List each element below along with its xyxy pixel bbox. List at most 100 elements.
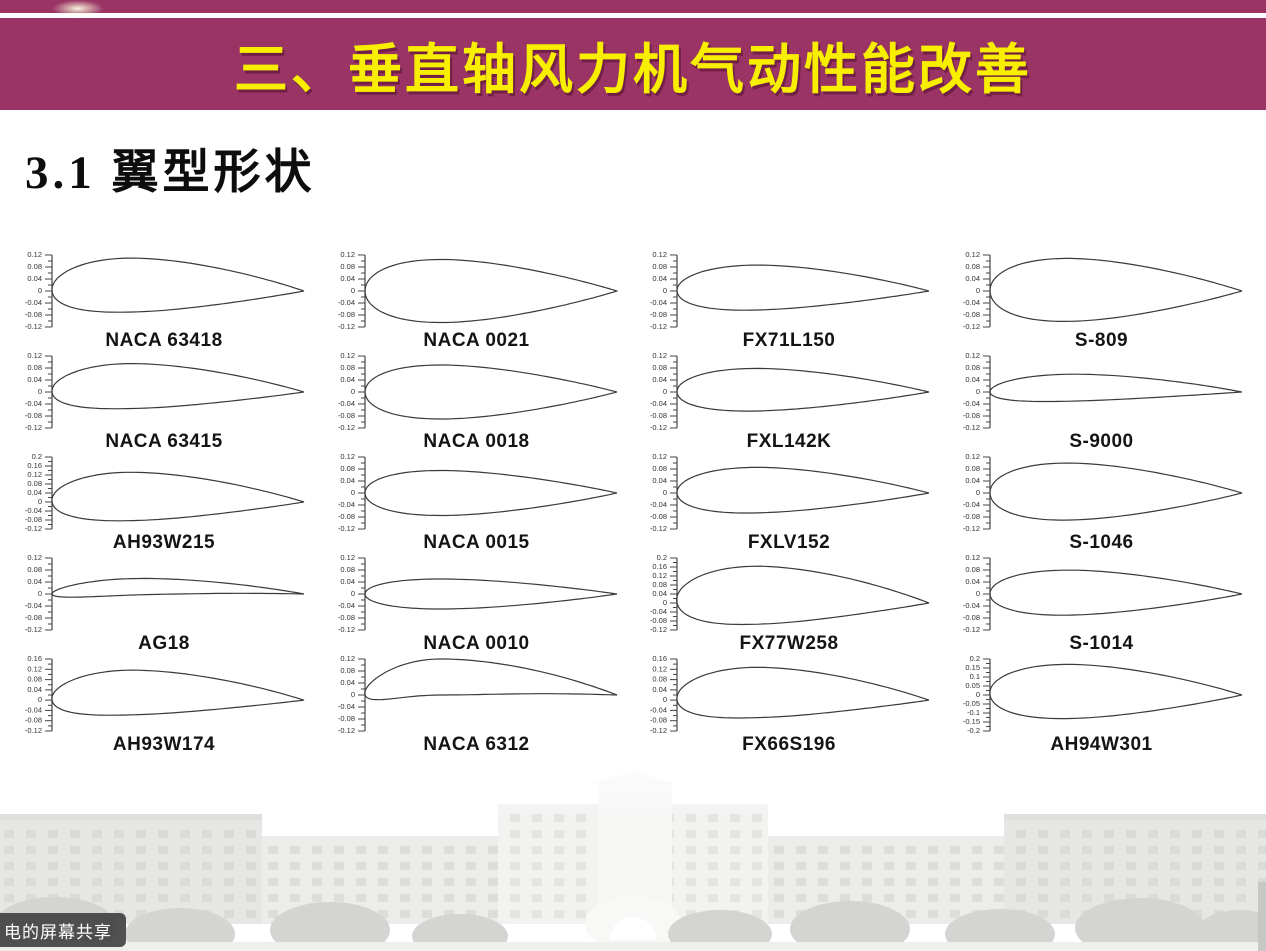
svg-text:0.04: 0.04 — [27, 685, 42, 694]
svg-text:0.04: 0.04 — [965, 577, 980, 586]
svg-text:0.08: 0.08 — [340, 363, 355, 372]
svg-text:-0.12: -0.12 — [337, 625, 354, 634]
svg-text:0.12: 0.12 — [27, 555, 42, 562]
svg-text:0.08: 0.08 — [652, 363, 667, 372]
svg-text:-0.12: -0.12 — [25, 423, 42, 432]
airfoil-outline — [51, 257, 305, 313]
svg-text:-0.08: -0.08 — [962, 613, 979, 622]
airfoil-label: FXL142K — [746, 431, 832, 452]
svg-text:-0.12: -0.12 — [962, 524, 979, 533]
svg-text:0.08: 0.08 — [965, 464, 980, 473]
svg-text:0.08: 0.08 — [965, 565, 980, 574]
svg-text:-0.04: -0.04 — [337, 500, 354, 509]
airfoil-outline — [676, 565, 930, 626]
airfoil-cell: 0.12 0.08 0.04 0 -0.04 -0.08 -0.12 FX71L150 — [635, 252, 943, 353]
svg-text:-0.08: -0.08 — [650, 716, 667, 725]
svg-text:-0.04: -0.04 — [962, 399, 979, 408]
svg-text:-0.12: -0.12 — [337, 322, 354, 331]
airfoil-cell: 0.12 0.08 0.04 0 -0.04 -0.08 -0.12 AG18 — [10, 555, 318, 656]
svg-text:0.12: 0.12 — [27, 664, 42, 673]
airfoil-outline — [988, 373, 1242, 403]
svg-text:0: 0 — [350, 488, 354, 497]
svg-text:0.16: 0.16 — [652, 656, 667, 663]
svg-text:0.2: 0.2 — [657, 555, 667, 562]
svg-text:0.08: 0.08 — [27, 262, 42, 271]
svg-text:-0.04: -0.04 — [337, 399, 354, 408]
svg-text:0: 0 — [663, 695, 667, 704]
slide-title: 三、垂直轴风力机气动性能改善 — [234, 39, 1032, 100]
airfoil-label: NACA 0015 — [423, 532, 530, 553]
svg-text:0.04: 0.04 — [652, 375, 667, 384]
airfoil-label: AG18 — [138, 633, 190, 654]
airfoil-plot: 0.160.12 0.080.040-0.04 -0.08-0.12 — [25, 656, 305, 735]
airfoil-plot: 0.12 0.08 0.04 0 -0.04 -0.08 -0.12 — [650, 353, 930, 432]
airfoil-outline — [51, 471, 305, 522]
screen-share-indicator[interactable]: 电的屏幕共享 — [0, 913, 126, 947]
svg-text:0: 0 — [38, 286, 42, 295]
svg-text:0.04: 0.04 — [27, 577, 42, 586]
svg-text:0.12: 0.12 — [652, 353, 667, 360]
airfoil-label: NACA 0018 — [423, 431, 530, 452]
svg-text:0.08: 0.08 — [27, 565, 42, 574]
svg-text:0.12: 0.12 — [340, 353, 355, 360]
svg-text:0.12: 0.12 — [965, 353, 980, 360]
airfoil-cell: 0.12 0.08 0.04 0 -0.04 -0.08 -0.12 NACA 63418 — [10, 252, 318, 353]
svg-text:0.04: 0.04 — [965, 274, 980, 283]
svg-text:-0.12: -0.12 — [962, 322, 979, 331]
svg-text:0.08: 0.08 — [652, 262, 667, 271]
svg-text:-0.08: -0.08 — [337, 411, 354, 420]
svg-text:-0.12: -0.12 — [337, 524, 354, 533]
svg-text:0.2: 0.2 — [969, 656, 979, 663]
airfoil-outline — [363, 578, 617, 610]
svg-text:0.08: 0.08 — [965, 363, 980, 372]
svg-text:0.08: 0.08 — [27, 363, 42, 372]
airfoil-plot: 0.12 0.08 0.04 0 -0.04 -0.08 -0.12 — [962, 454, 1242, 533]
svg-text:-0.08: -0.08 — [650, 512, 667, 521]
svg-text:0: 0 — [38, 695, 42, 704]
svg-text:0.08: 0.08 — [965, 262, 980, 271]
airfoil-label: S-1046 — [1069, 532, 1134, 553]
airfoil-plot: 0.12 0.08 0.04 0 -0.04 -0.08 -0.12 — [25, 555, 304, 634]
svg-text:0: 0 — [38, 497, 42, 506]
svg-text:0.12: 0.12 — [340, 454, 355, 461]
airfoil-cell: 0.12 0.08 0.04 0 -0.04 -0.08 -0.12 S-1046 — [948, 454, 1256, 555]
airfoil-label: AH93W174 — [112, 734, 216, 755]
airfoil-cell: 0.12 0.08 0.04 0 -0.04 -0.08 -0.12 NACA 0010 — [323, 555, 631, 656]
airfoil-cell: 0.16 0.12 0.08 0.04 0 -0.04 -0.08 -0.12 AH93W174 — [10, 656, 318, 757]
svg-text:-0.08: -0.08 — [650, 411, 667, 420]
airfoil-cell: 0.2 0.16 0.12 0.08 0.04 0 -0.04 -0.08 -0.12 AH93W… — [10, 454, 318, 555]
svg-text:0.12: 0.12 — [340, 656, 355, 663]
svg-text:-0.08: -0.08 — [650, 616, 667, 625]
airfoil-plot: 0.12 0.08 0.04 0 -0.04 -0.08 -0.12 — [337, 252, 618, 331]
airfoil-cell: 0.16 0.12 0.08 0.04 0 -0.04 -0.08 -0.12 FX66S196 — [635, 656, 943, 757]
airfoil-outline — [988, 569, 1242, 616]
svg-text:0.04: 0.04 — [965, 476, 980, 485]
svg-text:0.12: 0.12 — [27, 470, 42, 479]
svg-text:0.04: 0.04 — [965, 375, 980, 384]
airfoil-cell: 0.12 0.08 0.04 0 -0.04 -0.08 -0.12 FXL142K — [635, 353, 943, 454]
airfoil-cell: 0.2 0.15 0.1 0.05 0 -0.05 -0.1 -0.15 -0.2 AH94W30… — [948, 656, 1256, 757]
svg-text:0: 0 — [350, 690, 354, 699]
svg-text:-0.08: -0.08 — [25, 613, 42, 622]
screen-share-label: 电的屏幕共享 — [4, 922, 112, 942]
svg-text:-0.12: -0.12 — [962, 423, 979, 432]
svg-text:0.04: 0.04 — [340, 678, 355, 687]
svg-text:0: 0 — [38, 589, 42, 598]
airfoil-plot: 0.12 0.08 0.04 0 -0.04 -0.08 -0.12 — [962, 555, 1242, 634]
svg-text:-0.04: -0.04 — [337, 601, 354, 610]
svg-text:0.08: 0.08 — [27, 479, 42, 488]
svg-text:0.08: 0.08 — [340, 565, 355, 574]
svg-text:0.08: 0.08 — [27, 675, 42, 684]
airfoil-plot: 0.20.160.120.080.040-0.04-0.08-0.12 — [25, 454, 305, 533]
airfoil-plot: 0.12 0.08 0.04 0 -0.04 -0.08 -0.12 — [25, 353, 305, 432]
svg-text:0.04: 0.04 — [340, 476, 355, 485]
airfoil-label: FXLV152 — [747, 532, 831, 553]
svg-text:-0.04: -0.04 — [25, 298, 42, 307]
svg-text:-0.04: -0.04 — [650, 500, 667, 509]
airfoil-outline — [51, 577, 304, 598]
svg-text:-0.04: -0.04 — [650, 705, 667, 714]
svg-text:0.12: 0.12 — [340, 555, 355, 562]
airfoil-plot: 0.12 0.08 0.04 0 -0.04 -0.08 -0.12 — [337, 656, 617, 735]
svg-text:-0.12: -0.12 — [25, 524, 42, 533]
svg-text:0.12: 0.12 — [652, 252, 667, 259]
